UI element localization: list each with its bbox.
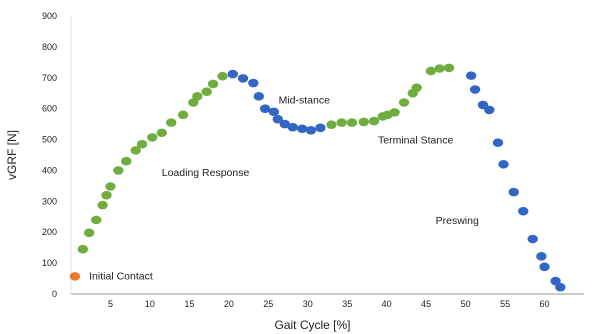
data-point-blue — [539, 262, 550, 272]
data-point-green — [136, 139, 148, 149]
data-point-green — [147, 133, 158, 142]
data-point-green — [130, 146, 141, 155]
data-point-blue — [492, 138, 504, 147]
data-points — [69, 63, 566, 292]
data-point-blue — [508, 187, 519, 197]
data-point-blue — [268, 107, 280, 117]
x-tick-label: 30 — [303, 299, 313, 309]
data-point-blue — [287, 122, 298, 132]
data-point-green — [91, 215, 102, 225]
x-tick-label: 40 — [382, 299, 392, 309]
x-tick-label: 35 — [342, 299, 352, 309]
data-point-blue — [248, 78, 259, 88]
y-tick-label: 600 — [42, 104, 57, 114]
y-tick-label: 900 — [42, 11, 57, 21]
data-point-green — [217, 71, 228, 81]
data-point-green — [156, 128, 167, 138]
x-tick-label: 60 — [540, 299, 550, 309]
data-point-blue — [259, 104, 271, 113]
data-point-green — [425, 66, 437, 76]
phase-annotation: Loading Response — [162, 167, 250, 179]
data-point-blue — [279, 119, 291, 129]
data-point-green — [77, 244, 89, 254]
data-point-green — [434, 64, 445, 73]
phase-annotation: Terminal Stance — [378, 135, 453, 147]
x-tick-label: 50 — [461, 299, 471, 309]
y-tick-label: 300 — [42, 196, 57, 206]
data-point-blue — [536, 252, 547, 261]
data-point-blue — [527, 234, 538, 244]
data-point-green — [358, 117, 370, 127]
data-point-green — [389, 108, 400, 117]
y-tick-label: 200 — [42, 227, 57, 237]
data-point-blue — [469, 85, 481, 94]
data-point-green — [83, 228, 95, 238]
phase-annotation: Preswing — [436, 215, 479, 227]
data-point-blue — [227, 69, 238, 79]
data-point-green — [346, 118, 358, 127]
data-point-green — [207, 79, 219, 89]
data-point-green — [101, 190, 112, 200]
data-point-blue — [315, 123, 326, 133]
data-point-blue — [305, 125, 317, 135]
data-point-green — [201, 87, 212, 96]
x-tick-label: 45 — [421, 299, 431, 309]
data-point-green — [336, 118, 347, 127]
x-tick-label: 20 — [224, 299, 234, 309]
data-point-green — [166, 118, 177, 127]
data-point-green — [326, 120, 337, 130]
data-point-blue — [237, 74, 249, 83]
data-point-blue — [297, 124, 308, 134]
data-point-green — [192, 92, 203, 101]
axes — [70, 16, 584, 295]
data-point-green — [121, 156, 132, 166]
x-axis-title: Gait Cycle [%] — [274, 318, 350, 332]
data-point-blue — [253, 92, 265, 101]
annotations: Initial Contact Loading Response Mid-stanc… — [89, 94, 479, 282]
x-tick-labels: 5 10 15 20 25 30 35 40 45 50 55 60 — [108, 299, 550, 309]
data-point-blue — [498, 159, 509, 169]
y-axis-title: vGRF [N] — [5, 130, 19, 180]
data-point-green — [177, 110, 189, 120]
data-point-green — [398, 98, 410, 107]
data-point-blue — [518, 206, 529, 216]
x-tick-label: 55 — [500, 299, 510, 309]
phase-annotation: Mid-stance — [279, 94, 331, 106]
phase-annotation: Initial Contact — [89, 270, 153, 282]
y-tick-label: 100 — [42, 258, 57, 268]
data-point-green — [105, 182, 116, 191]
data-point-blue — [484, 105, 495, 115]
y-tick-labels: 0 100 200 300 400 500 600 700 800 900 — [42, 11, 57, 299]
x-tick-label: 10 — [145, 299, 155, 309]
x-tick-label: 25 — [263, 299, 273, 309]
data-point-blue — [272, 114, 283, 124]
data-point-green — [443, 63, 455, 73]
y-tick-label: 700 — [42, 73, 57, 83]
data-point-blue — [555, 282, 566, 292]
x-tick-label: 15 — [184, 299, 194, 309]
data-point-blue — [550, 276, 561, 286]
y-tick-label: 800 — [42, 42, 57, 52]
y-tick-label: 500 — [42, 135, 57, 145]
x-tick-label: 5 — [108, 299, 113, 309]
data-point-blue — [465, 71, 477, 80]
data-point-green — [411, 83, 422, 92]
data-point-green — [97, 200, 108, 210]
y-tick-label: 0 — [52, 289, 57, 299]
y-tick-label: 400 — [42, 165, 57, 175]
data-point-green — [113, 166, 124, 175]
data-point-orange — [69, 272, 81, 281]
data-point-green — [368, 116, 380, 126]
